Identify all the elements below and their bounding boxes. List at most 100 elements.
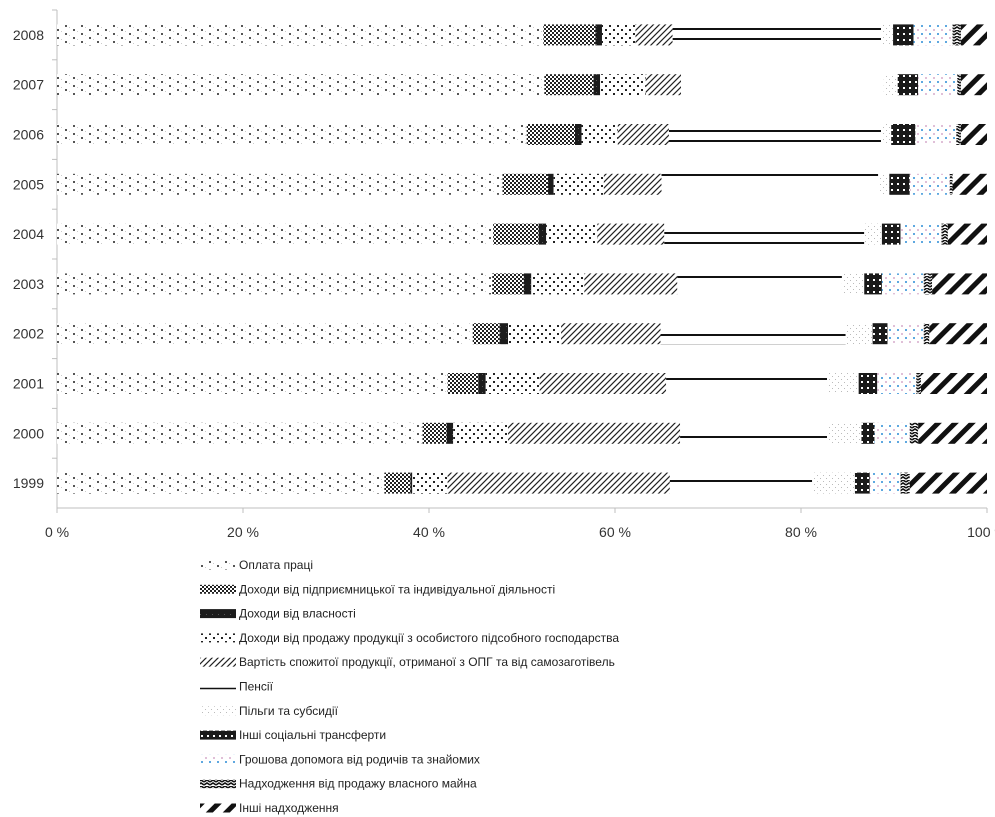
legend-label: Доходи від продажу продукції з особистог… [239, 631, 619, 645]
bar-segment [499, 323, 509, 345]
legend-label: Інші соціальні трансферти [239, 728, 386, 742]
percent-tick-label: 60 % [599, 524, 631, 540]
bar-segment [508, 323, 562, 345]
bar-segment [878, 173, 890, 195]
bar-segment [668, 124, 881, 145]
year-label: 2004 [13, 226, 44, 242]
bar-segment [543, 24, 596, 46]
bar-segment [841, 273, 865, 295]
bar-segment [601, 24, 636, 46]
year-label: 1999 [13, 475, 44, 491]
legend-label: Пільги та субсидії [239, 704, 339, 718]
bar-segment [660, 323, 846, 345]
bar-segment [508, 422, 681, 444]
bar-segment [923, 323, 930, 345]
bar-segment [891, 124, 916, 145]
bar-segment [897, 74, 919, 96]
bar-segment [900, 472, 910, 494]
bar-segment [422, 422, 447, 444]
bar-segment [893, 24, 914, 46]
bar-segment [666, 373, 828, 394]
legend-swatch [200, 560, 236, 570]
legend-label: Оплата праці [239, 558, 313, 572]
bars [57, 24, 987, 494]
bar-segment [900, 223, 942, 245]
year-labels: 1999 2000 2001 2002 2003 2004 2005 2006 2007 2008 [13, 9, 57, 491]
bar-segment [845, 323, 873, 345]
bar-segment [664, 223, 865, 245]
bar-segment [915, 124, 957, 145]
percent-tick-label: 20 % [227, 524, 259, 540]
percent-tick-label: 40 % [413, 524, 445, 540]
bar-segment [544, 74, 594, 96]
bar-segment [680, 422, 828, 444]
percent-tick-label: 80 % [785, 524, 817, 540]
bar-segment [645, 74, 682, 96]
bar-segment [446, 422, 454, 444]
bar-segment [872, 323, 888, 345]
bar-segment [600, 74, 646, 96]
legend-label: Доходи від підприємницької та індивідуал… [239, 582, 555, 596]
bar-segment [523, 273, 532, 295]
bar-segment [864, 223, 882, 245]
bar-segment [635, 24, 673, 46]
bar-segment [412, 472, 448, 494]
bar-segment [57, 422, 423, 444]
year-label: 2001 [13, 376, 44, 392]
legend-label: Доходи від власності [239, 607, 356, 621]
legend-swatch [200, 730, 236, 740]
legend-swatch [200, 633, 236, 643]
bar-segment [918, 74, 958, 96]
year-label: 2000 [13, 425, 44, 441]
bar-segment [854, 472, 870, 494]
bar-segment [913, 24, 953, 46]
bar-segment [661, 173, 879, 195]
bar-segment [584, 273, 678, 295]
year-label: 2008 [13, 27, 44, 43]
legend-swatch [200, 609, 236, 619]
year-label: 2002 [13, 326, 44, 342]
year-label: 2006 [13, 127, 44, 143]
legend-swatch [200, 803, 236, 813]
bar-segment [453, 422, 509, 444]
bar-segment [960, 124, 987, 145]
bar-segment [681, 74, 884, 96]
bar-segment [881, 223, 901, 245]
bar-segment [447, 472, 670, 494]
bar-segment [923, 273, 933, 295]
bar-segment [575, 124, 582, 145]
legend-label: Вартість спожитої продукції, отриманої з… [239, 655, 615, 669]
bar-segment [539, 373, 667, 394]
bar-segment [57, 323, 473, 345]
bar-segment [827, 373, 859, 394]
bar-segment [493, 223, 539, 245]
bar-segment [881, 273, 924, 295]
bar-segment [909, 422, 919, 444]
bar-segment [617, 124, 669, 145]
bar-segment [918, 422, 987, 444]
bar-segment [531, 273, 585, 295]
bar-segment [920, 373, 987, 394]
bar-segment [877, 373, 917, 394]
year-label: 2003 [13, 276, 44, 292]
legend-swatch [200, 657, 236, 667]
bar-segment [889, 173, 910, 195]
bar-segment [472, 323, 500, 345]
legend-label: Інші надходження [239, 801, 339, 815]
legend: Оплата праці Доходи від підприємницької т… [200, 558, 619, 815]
bar-segment [909, 472, 987, 494]
bar-segment [827, 422, 862, 444]
bar-segment [502, 173, 549, 195]
bar-segment [672, 24, 881, 46]
bar-segment [960, 24, 987, 46]
legend-swatch [200, 754, 236, 764]
bar-segment [949, 173, 953, 195]
bar-segment [861, 422, 875, 444]
bar-segment [546, 223, 598, 245]
bar-segment [603, 173, 662, 195]
bar-segment [880, 124, 892, 145]
bar-segment [669, 472, 813, 494]
percent-tick-label: 100 % [967, 524, 995, 540]
bar-segment [410, 472, 413, 494]
